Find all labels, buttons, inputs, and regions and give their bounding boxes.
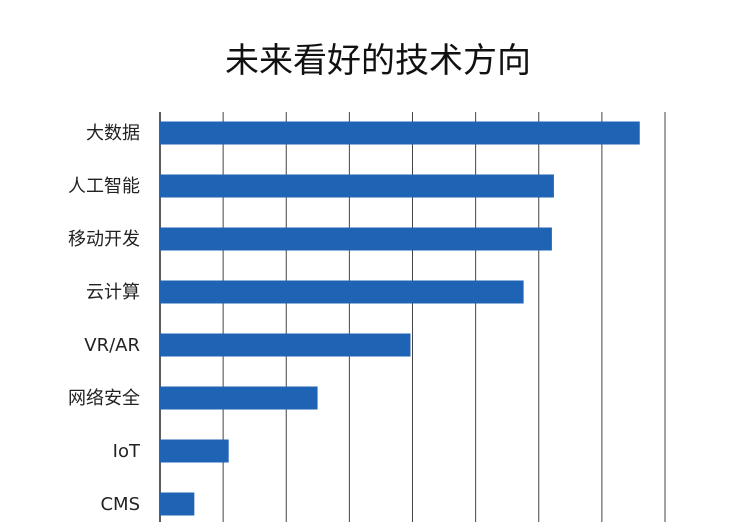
category-label: 人工智能 <box>68 176 140 197</box>
category-label: VR/AR <box>84 335 140 356</box>
gridlines <box>159 112 666 522</box>
category-label: 移动开发 <box>68 229 140 250</box>
category-label: 网络安全 <box>68 388 140 409</box>
category-label: CMS <box>100 494 140 515</box>
chart-title: 未来看好的技术方向 <box>225 41 531 81</box>
bar <box>160 333 411 357</box>
category-label: IoT <box>113 441 141 462</box>
bar <box>160 227 552 251</box>
bar <box>160 492 195 516</box>
bar <box>160 439 229 463</box>
bar <box>160 386 318 410</box>
category-label: 大数据 <box>86 123 140 144</box>
category-label: 云计算 <box>86 282 140 303</box>
bar <box>160 121 640 145</box>
bar <box>160 174 554 198</box>
bar <box>160 280 524 304</box>
bars <box>160 121 640 516</box>
